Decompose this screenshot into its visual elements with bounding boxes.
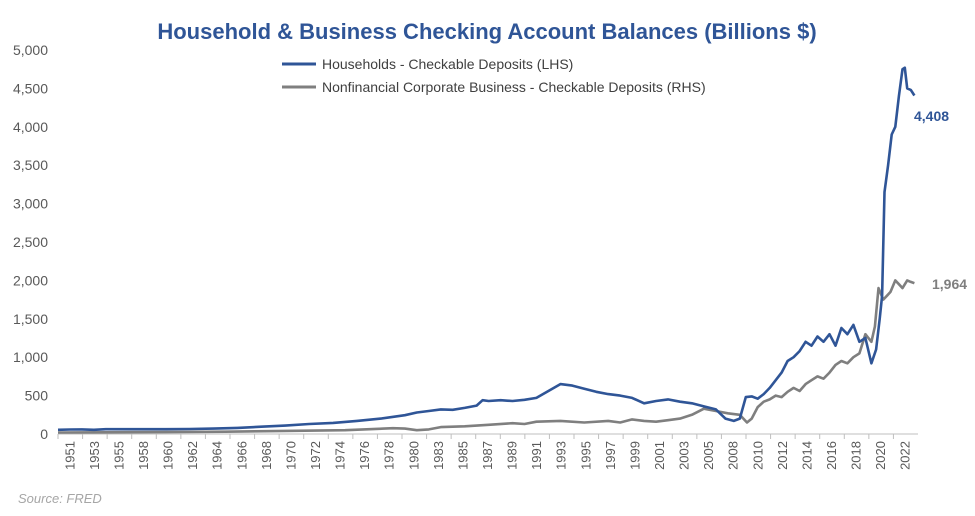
y-tick-label: 1,000	[13, 349, 48, 365]
y-axis: 0 500 1,000 1,500 2,000 2,500 3,000 3,500 4,000 4…	[13, 42, 48, 442]
legend-label-nonfinancial: Nonfinancial Corporate Business - Checka…	[322, 79, 706, 95]
x-tick-label: 1987	[480, 441, 495, 470]
x-tick-label: 1968	[259, 441, 274, 470]
x-tick-label: 2008	[726, 441, 741, 470]
x-tick-label: 1964	[210, 441, 225, 470]
x-tick-label: 2010	[750, 441, 765, 470]
x-tick-label: 1980	[406, 441, 421, 470]
y-tick-label: 3,500	[13, 157, 48, 173]
x-tick-label: 1985	[455, 441, 470, 470]
x-tick-label: 2020	[873, 441, 888, 470]
end-label-nonfinancial: 1,964	[932, 276, 967, 292]
x-tick-label: 1974	[333, 441, 348, 470]
x-tick-label: 1953	[87, 441, 102, 470]
x-tick-label: 2012	[775, 441, 790, 470]
y-tick-label: 0	[40, 426, 48, 442]
x-tick-label: 1972	[308, 441, 323, 470]
x-tick-label: 2005	[701, 441, 716, 470]
x-tick-label: 1976	[357, 441, 372, 470]
y-tick-label: 2,500	[13, 234, 48, 250]
x-tick-label: 1983	[431, 441, 446, 470]
y-tick-label: 4,500	[13, 80, 48, 96]
x-tick-label: 1962	[185, 441, 200, 470]
x-tick-label: 2018	[849, 441, 864, 470]
y-tick-label: 3,000	[13, 196, 48, 212]
y-tick-label: 4,000	[13, 119, 48, 135]
x-tick-label: 1955	[111, 441, 126, 470]
source-note: Source: FRED	[18, 491, 102, 506]
series-line-nonfinancial	[57, 279, 915, 434]
y-tick-label: 5,000	[13, 42, 48, 58]
x-tick-label: 1999	[627, 441, 642, 470]
x-tick-label: 1966	[234, 441, 249, 470]
x-tick-label: 1993	[554, 441, 569, 470]
end-label-households: 4,408	[914, 108, 949, 124]
x-tick-label: 1960	[161, 441, 176, 470]
x-tick-label: 1951	[62, 441, 77, 470]
x-tick-label: 1991	[529, 441, 544, 470]
x-tick-label: 1958	[136, 441, 151, 470]
x-tick-label: 2001	[652, 441, 667, 470]
y-tick-label: 500	[25, 388, 49, 404]
x-tick-label: 1970	[283, 441, 298, 470]
x-tick-label: 1978	[382, 441, 397, 470]
x-tick-label: 1995	[578, 441, 593, 470]
x-tick-label: 2022	[898, 441, 913, 470]
series-layer	[57, 66, 916, 434]
y-tick-label: 1,500	[13, 311, 48, 327]
legend: Households - Checkable Deposits (LHS) No…	[282, 56, 706, 95]
x-tick-label: 2016	[824, 441, 839, 470]
series-line-households	[57, 66, 916, 432]
x-axis: 1951 1953 1955 1958 1960 1962 1964 1966 1968 1970…	[57, 433, 918, 470]
x-tick-label: 2014	[799, 441, 814, 470]
x-tick-label: 1997	[603, 441, 618, 470]
chart-title: Household & Business Checking Account Ba…	[157, 19, 816, 44]
x-tick-label: 2003	[677, 441, 692, 470]
x-tick-label: 1989	[505, 441, 520, 470]
y-tick-label: 2,000	[13, 272, 48, 288]
legend-label-households: Households - Checkable Deposits (LHS)	[322, 56, 573, 72]
